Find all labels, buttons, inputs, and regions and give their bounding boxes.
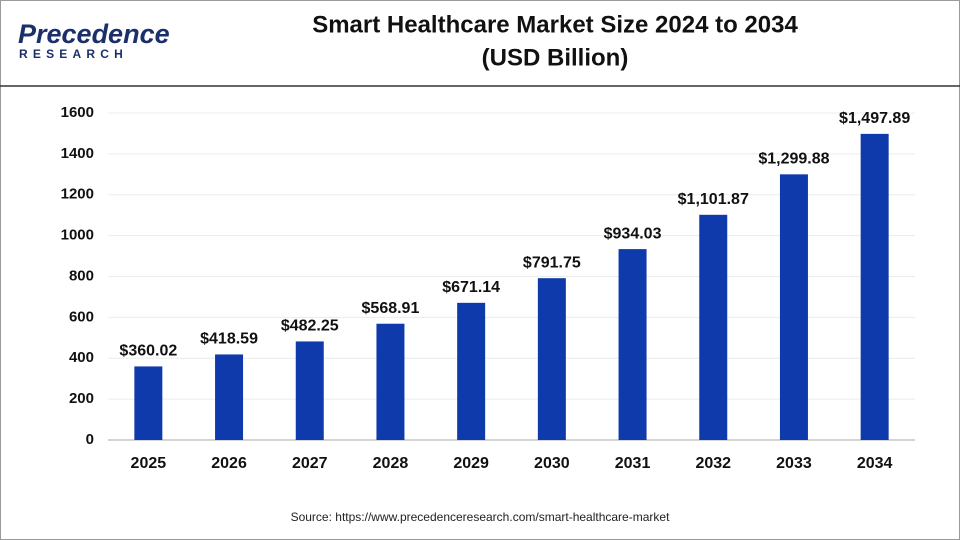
y-tick-label: 0 [86,431,94,448]
chart-subtitle: (USD Billion) [482,44,629,71]
value-label: $791.75 [523,254,581,271]
y-tick-label: 1000 [61,227,94,244]
bar [537,278,566,440]
y-tick-label: 600 [69,308,94,325]
bar [779,174,808,440]
bar [618,249,647,440]
y-tick-label: 400 [69,349,94,366]
source: Source: https://www.precedenceresearch.c… [291,510,670,524]
bar [295,341,324,440]
x-tick-label: 2028 [373,455,409,472]
value-label: $1,101.87 [678,191,749,208]
y-tick-label: 1600 [61,104,94,121]
x-tick-label: 2026 [211,455,247,472]
x-tick-label: 2031 [615,455,651,472]
chart-title: Smart Healthcare Market Size 2024 to 203… [312,11,798,38]
x-tick-label: 2025 [131,455,167,472]
value-label: $1,497.89 [839,110,910,127]
logo-name: Precedence [18,19,170,49]
x-tick-label: 2029 [453,455,489,472]
y-tick-label: 1400 [61,145,94,162]
y-tick-label: 1200 [61,186,94,203]
bar [134,366,163,440]
value-label: $671.14 [442,279,500,296]
bar [376,323,405,440]
x-tick-label: 2030 [534,455,570,472]
bar [699,214,728,440]
value-label: $934.03 [604,225,662,242]
bar [457,302,486,440]
value-label: $1,299.88 [758,151,829,168]
y-tick-label: 200 [69,390,94,407]
x-tick-label: 2034 [857,455,893,472]
value-label: $418.59 [200,331,258,348]
y-tick-label: 800 [69,267,94,284]
value-label: $568.91 [362,300,420,317]
x-tick-label: 2027 [292,455,328,472]
value-label: $360.02 [119,343,177,360]
x-tick-label: 2032 [695,455,731,472]
value-label: $482.25 [281,318,339,335]
logo-tagline: RESEARCH [19,47,128,61]
bar [860,133,889,441]
bar [215,354,244,440]
x-tick-label: 2033 [776,455,812,472]
